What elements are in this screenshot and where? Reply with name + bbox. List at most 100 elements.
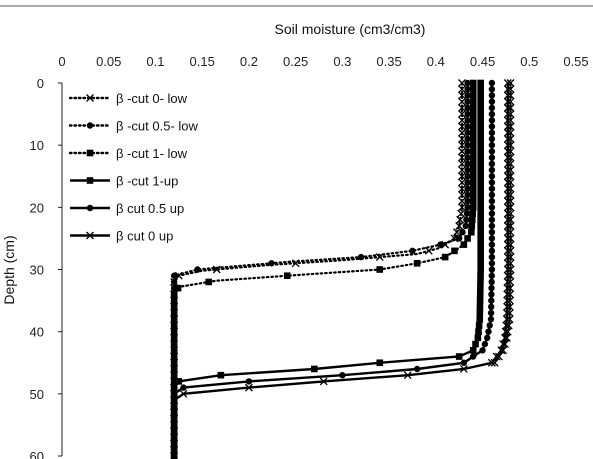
data-point <box>477 135 484 143</box>
data-point <box>506 166 515 174</box>
data-point <box>457 209 466 218</box>
data-point <box>477 216 484 224</box>
data-point <box>506 265 515 274</box>
data-point <box>506 97 515 106</box>
data-point <box>506 190 515 199</box>
data-point <box>170 315 178 323</box>
data-point <box>506 116 515 125</box>
data-point <box>469 92 477 99</box>
data-point <box>488 166 496 174</box>
data-point <box>469 172 477 180</box>
data-point <box>476 315 484 323</box>
data-point <box>488 210 496 217</box>
data-point <box>477 222 484 230</box>
x-tick-labels: 0 0.05 0.1 0.15 0.2 0.25 0.3 0.35 0.4 0.45 0.5 0.55 <box>58 54 588 69</box>
data-point <box>455 235 463 242</box>
data-point <box>488 260 496 267</box>
legend-marker <box>86 149 94 157</box>
data-point <box>477 191 484 199</box>
data-point <box>458 203 466 212</box>
data-point <box>488 222 496 230</box>
data-point <box>468 216 476 224</box>
data-point <box>474 334 482 342</box>
data-point <box>479 347 486 354</box>
data-point <box>170 420 179 429</box>
data-point <box>455 222 464 230</box>
data-point <box>488 135 496 143</box>
data-point <box>487 316 495 323</box>
data-point <box>469 347 477 354</box>
data-point <box>170 445 179 454</box>
data-point <box>413 259 421 267</box>
data-point <box>170 334 178 342</box>
data-point <box>458 122 466 131</box>
data-point <box>469 141 477 149</box>
legend-marker <box>86 177 94 184</box>
data-point <box>506 159 515 168</box>
data-point <box>464 197 471 205</box>
data-point <box>469 123 477 130</box>
data-point <box>506 277 515 286</box>
data-point <box>506 147 515 156</box>
legend-item: β -cut 0- low <box>68 91 188 106</box>
data-point <box>506 271 515 280</box>
data-point <box>487 303 495 310</box>
data-point <box>458 116 466 125</box>
data-point <box>170 452 179 459</box>
data-point <box>488 123 496 130</box>
data-point <box>488 148 496 155</box>
data-point <box>170 396 179 405</box>
y-tick-label: 40 <box>30 325 44 340</box>
data-point <box>502 333 511 342</box>
data-point <box>319 377 328 386</box>
data-point <box>170 303 178 311</box>
data-point <box>499 340 508 349</box>
data-point <box>458 178 466 187</box>
data-point <box>283 272 291 280</box>
data-point <box>488 79 496 87</box>
data-point <box>506 290 515 299</box>
data-point <box>376 359 384 367</box>
data-point <box>468 222 476 230</box>
x-tick-label: 0.15 <box>190 54 215 69</box>
data-point <box>463 216 470 223</box>
data-point <box>458 197 466 206</box>
data-point <box>477 129 484 137</box>
data-point <box>170 322 178 329</box>
x-tick-label: 0.2 <box>240 54 258 69</box>
data-point <box>469 204 477 211</box>
data-point <box>505 315 514 324</box>
y-tick-label: 0 <box>37 76 44 91</box>
data-point <box>170 328 178 335</box>
data-point <box>488 141 496 149</box>
data-point <box>485 328 492 335</box>
data-point <box>469 154 477 161</box>
data-point <box>476 303 484 311</box>
data-point <box>469 191 477 199</box>
data-point <box>170 402 179 411</box>
data-point <box>217 371 225 379</box>
y-tick-label: 60 <box>30 449 44 459</box>
data-point <box>488 117 496 124</box>
data-point <box>488 185 496 192</box>
data-point <box>245 378 253 385</box>
data-point <box>468 228 475 236</box>
data-point <box>458 110 466 119</box>
data-point <box>477 148 484 155</box>
data-point <box>459 365 468 373</box>
data-point <box>409 247 416 255</box>
data-point <box>469 210 477 217</box>
data-point <box>503 147 512 156</box>
data-point <box>458 166 466 174</box>
data-point <box>458 184 466 193</box>
legend-label: β -cut 1- low <box>116 146 188 161</box>
data-point <box>506 197 515 206</box>
data-point <box>503 277 512 286</box>
data-point <box>458 79 466 87</box>
data-point <box>486 322 493 329</box>
data-point <box>464 235 471 242</box>
data-point <box>170 384 178 391</box>
data-point <box>476 297 484 304</box>
data-point <box>503 228 512 237</box>
data-point <box>174 284 182 292</box>
